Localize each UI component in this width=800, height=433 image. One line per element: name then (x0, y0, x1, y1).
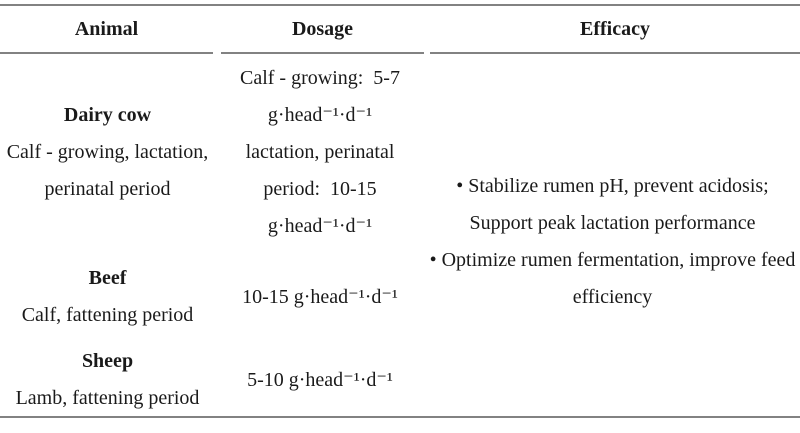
animal-detail-line: perinatal period (44, 177, 171, 200)
header-animal-label: Animal (74, 17, 139, 40)
animal-detail-line: Lamb, fattening period (15, 387, 200, 409)
dosage-line: lactation, perinatal (245, 140, 395, 163)
dosage-cell-sheep: 5-10 g·head⁻¹·d⁻¹ (215, 344, 425, 416)
dosage-line: 5-10 g·head⁻¹·d⁻¹ (247, 368, 393, 391)
animal-cell-sheep: Sheep Lamb, fattening period (0, 344, 215, 416)
animal-cell-dairy-cow: Dairy cow Calf - growing, lactation, per… (0, 54, 215, 250)
dosage-cell-dairy-cow: Calf - growing: 5-7 g·head⁻¹·d⁻¹ lactati… (215, 54, 425, 250)
animal-detail-line: Calf, fattening period (21, 304, 194, 326)
efficacy-line: • Stabilize rumen pH, prevent acidosis; (456, 174, 769, 197)
efficacy-line: efficiency (572, 285, 653, 308)
header-dosage: Dosage (221, 6, 424, 54)
efficacy-line: Support peak lactation performance (469, 211, 756, 234)
dosage-line: g·head⁻¹·d⁻¹ (267, 103, 373, 126)
dosage-line: period: 10-15 (263, 177, 377, 200)
dosage-line: Calf - growing: 5-7 (240, 66, 400, 89)
dosage-line: g·head⁻¹·d⁻¹ (267, 214, 373, 237)
animal-name: Dairy cow (63, 103, 152, 126)
header-efficacy-label: Efficacy (580, 17, 650, 40)
dosage-cell-beef: 10-15 g·head⁻¹·d⁻¹ (215, 250, 425, 344)
efficacy-cell: • Stabilize rumen pH, prevent acidosis; … (425, 54, 800, 416)
animal-detail-line: Calf - growing, lactation, (6, 140, 209, 163)
animal-cell-beef: Beef Calf, fattening period (0, 250, 215, 344)
animal-name: Beef (88, 267, 127, 289)
header-efficacy: Efficacy (430, 6, 800, 54)
dosage-efficacy-table: Animal Dosage Efficacy Dairy cow Calf - … (0, 4, 800, 418)
header-animal: Animal (0, 6, 213, 54)
animal-name: Sheep (81, 350, 134, 372)
header-dosage-label: Dosage (291, 17, 354, 40)
dosage-line: 10-15 g·head⁻¹·d⁻¹ (242, 285, 398, 308)
efficacy-line: • Optimize rumen fermentation, improve f… (429, 248, 796, 271)
